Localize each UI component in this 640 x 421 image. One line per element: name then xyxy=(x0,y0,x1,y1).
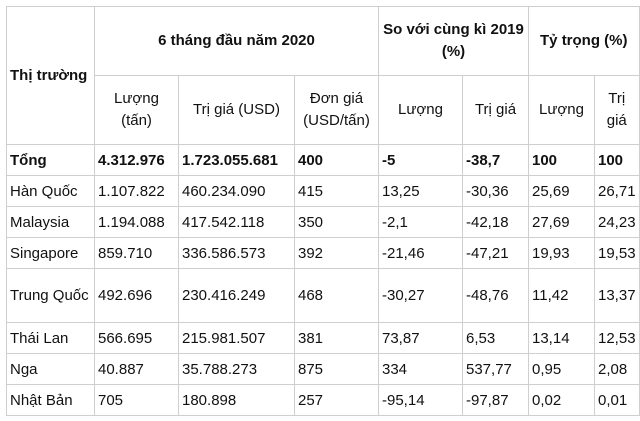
header-unit-price: Đơn giá (USD/tấn) xyxy=(294,75,379,145)
cell-market: Singapore xyxy=(6,237,95,269)
cell-compare-volume: -30,27 xyxy=(378,268,463,323)
export-table-container: Thị trường 6 tháng đầu năm 2020 So với c… xyxy=(6,6,640,416)
cell-value: 336.586.573 xyxy=(178,237,295,269)
header-share-value: Trị giá xyxy=(594,75,640,145)
cell-market: Nga xyxy=(6,353,95,385)
table-row: Thái Lan 566.695 215.981.507 381 73,87 6… xyxy=(6,322,640,354)
cell-price: 468 xyxy=(294,268,379,323)
table-row: Nhật Bản 705 180.898 257 -95,14 -97,87 0… xyxy=(6,384,640,416)
cell-market: Nhật Bản xyxy=(6,384,95,416)
cell-share-value: 13,37 xyxy=(594,268,640,323)
cell-compare-value: -42,18 xyxy=(462,206,529,238)
table-row: Singapore 859.710 336.586.573 392 -21,46… xyxy=(6,237,640,269)
cell-compare-value: -47,21 xyxy=(462,237,529,269)
cell-share-volume: 27,69 xyxy=(528,206,595,238)
table-row: Nga 40.887 35.788.273 875 334 537,77 0,9… xyxy=(6,353,640,385)
cell-volume: 4.312.976 xyxy=(94,144,179,176)
cell-compare-value: 537,77 xyxy=(462,353,529,385)
cell-market: Thái Lan xyxy=(6,322,95,354)
cell-volume: 492.696 xyxy=(94,268,179,323)
cell-price: 381 xyxy=(294,322,379,354)
cell-price: 875 xyxy=(294,353,379,385)
cell-value: 417.542.118 xyxy=(178,206,295,238)
cell-share-value: 19,53 xyxy=(594,237,640,269)
header-share-volume: Lượng xyxy=(528,75,595,145)
cell-price: 350 xyxy=(294,206,379,238)
table-row-total: Tổng 4.312.976 1.723.055.681 400 -5 -38,… xyxy=(6,144,640,176)
cell-price: 415 xyxy=(294,175,379,207)
cell-volume: 40.887 xyxy=(94,353,179,385)
cell-value: 180.898 xyxy=(178,384,295,416)
header-compare-volume: Lượng xyxy=(378,75,463,145)
cell-share-volume: 0,02 xyxy=(528,384,595,416)
cell-share-value: 26,71 xyxy=(594,175,640,207)
market-export-table: Thị trường 6 tháng đầu năm 2020 So với c… xyxy=(6,6,640,416)
cell-volume: 859.710 xyxy=(94,237,179,269)
cell-value: 460.234.090 xyxy=(178,175,295,207)
header-market: Thị trường xyxy=(6,6,95,145)
cell-value: 35.788.273 xyxy=(178,353,295,385)
cell-value: 215.981.507 xyxy=(178,322,295,354)
cell-share-value: 12,53 xyxy=(594,322,640,354)
header-compare-value: Trị giá xyxy=(462,75,529,145)
cell-price: 392 xyxy=(294,237,379,269)
cell-market: Trung Quốc xyxy=(6,268,95,323)
header-value-usd: Trị giá (USD) xyxy=(178,75,295,145)
cell-compare-value: -48,76 xyxy=(462,268,529,323)
cell-share-volume: 19,93 xyxy=(528,237,595,269)
cell-value: 230.416.249 xyxy=(178,268,295,323)
cell-compare-volume: 13,25 xyxy=(378,175,463,207)
cell-share-volume: 13,14 xyxy=(528,322,595,354)
cell-volume: 1.194.088 xyxy=(94,206,179,238)
cell-compare-volume: 73,87 xyxy=(378,322,463,354)
cell-market: Malaysia xyxy=(6,206,95,238)
cell-volume: 566.695 xyxy=(94,322,179,354)
cell-volume: 705 xyxy=(94,384,179,416)
table-row: Trung Quốc 492.696 230.416.249 468 -30,2… xyxy=(6,268,640,323)
cell-share-volume: 100 xyxy=(528,144,595,176)
header-compare: So với cùng kì 2019 (%) xyxy=(378,6,529,76)
cell-compare-volume: 334 xyxy=(378,353,463,385)
cell-share-value: 24,23 xyxy=(594,206,640,238)
cell-market: Tổng xyxy=(6,144,95,176)
cell-compare-value: -30,36 xyxy=(462,175,529,207)
header-share: Tỷ trọng (%) xyxy=(528,6,640,76)
cell-share-volume: 11,42 xyxy=(528,268,595,323)
header-period: 6 tháng đầu năm 2020 xyxy=(94,6,379,76)
cell-value: 1.723.055.681 xyxy=(178,144,295,176)
cell-share-value: 2,08 xyxy=(594,353,640,385)
cell-share-volume: 25,69 xyxy=(528,175,595,207)
cell-compare-value: 6,53 xyxy=(462,322,529,354)
cell-share-volume: 0,95 xyxy=(528,353,595,385)
cell-market: Hàn Quốc xyxy=(6,175,95,207)
cell-price: 400 xyxy=(294,144,379,176)
cell-compare-volume: -95,14 xyxy=(378,384,463,416)
cell-share-value: 100 xyxy=(594,144,640,176)
table-row: Malaysia 1.194.088 417.542.118 350 -2,1 … xyxy=(6,206,640,238)
table-row: Hàn Quốc 1.107.822 460.234.090 415 13,25… xyxy=(6,175,640,207)
cell-compare-value: -38,7 xyxy=(462,144,529,176)
cell-price: 257 xyxy=(294,384,379,416)
cell-compare-volume: -21,46 xyxy=(378,237,463,269)
cell-compare-volume: -5 xyxy=(378,144,463,176)
cell-compare-value: -97,87 xyxy=(462,384,529,416)
cell-share-value: 0,01 xyxy=(594,384,640,416)
cell-compare-volume: -2,1 xyxy=(378,206,463,238)
header-volume-tonnes: Lượng (tấn) xyxy=(94,75,179,145)
cell-volume: 1.107.822 xyxy=(94,175,179,207)
